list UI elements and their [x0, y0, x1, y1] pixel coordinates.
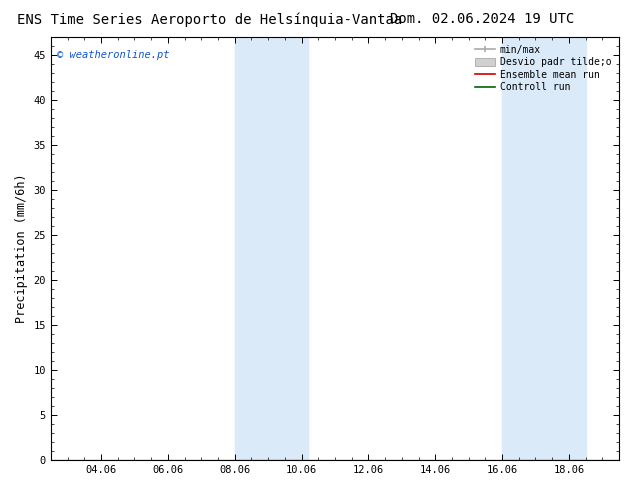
Text: © weatheronline.pt: © weatheronline.pt [56, 50, 169, 60]
Legend: min/max, Desvio padr tilde;o, Ensemble mean run, Controll run: min/max, Desvio padr tilde;o, Ensemble m… [472, 42, 614, 95]
Text: Dom. 02.06.2024 19 UTC: Dom. 02.06.2024 19 UTC [390, 12, 574, 26]
Bar [235, 37, 308, 460]
Text: ENS Time Series Aeroporto de Helsínquia-Vantaa: ENS Time Series Aeroporto de Helsínquia-… [16, 12, 402, 27]
Y-axis label: Precipitation (mm/6h): Precipitation (mm/6h) [15, 174, 28, 323]
Bar [502, 37, 586, 460]
